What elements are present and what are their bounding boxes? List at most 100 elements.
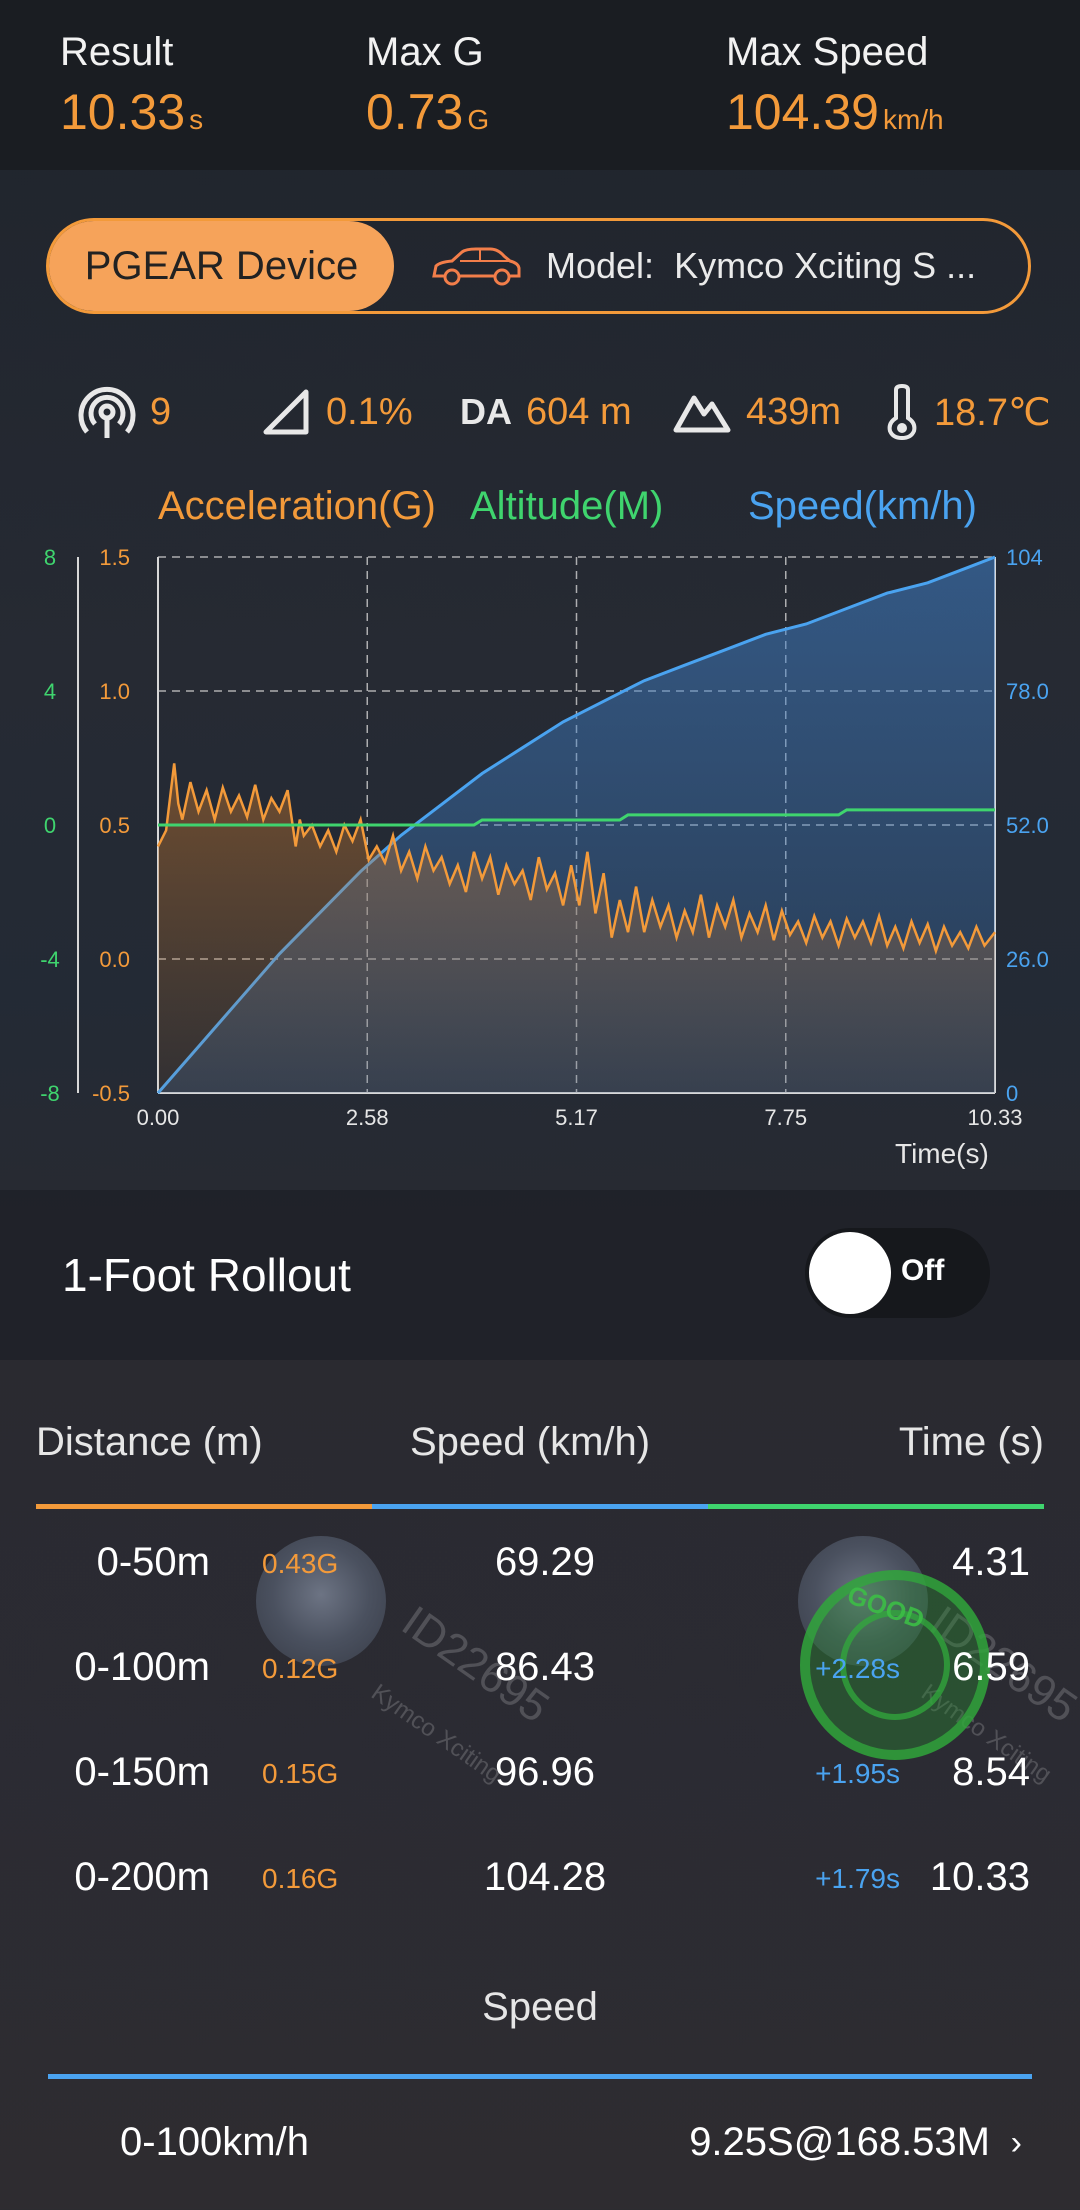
speed-row-label: 0-100km/h [120, 2120, 309, 2164]
row-speed: 86.43 [494, 1645, 596, 1689]
row-g: 0.43G [262, 1548, 339, 1579]
altitude-tick-label: -8 [40, 1081, 60, 1106]
pgear-device-button[interactable]: PGEAR Device [49, 221, 394, 311]
temperature-indicator: 18.7℃ [884, 382, 1051, 442]
altitude-tick-label: 0 [44, 813, 56, 838]
tab-underline-time [708, 1504, 1044, 1509]
x-tick-label: 0.00 [137, 1105, 180, 1130]
accel-tick-label: 1.0 [99, 679, 130, 704]
accel-tick-label: 1.5 [99, 545, 130, 570]
rollout-toggle[interactable]: Off [805, 1228, 990, 1318]
vehicle-thumbnail [256, 1536, 386, 1666]
x-tick-label: 10.33 [967, 1105, 1022, 1130]
distance-table-tabs: Distance (m) Speed (km/h) Time (s) [0, 1400, 1080, 1510]
row-time: 8.54 [952, 1750, 1030, 1794]
result-unit: s [189, 104, 204, 135]
accel-tick-label: 0.5 [99, 813, 130, 838]
legend-speed: Speed(km/h) [748, 484, 977, 528]
row-time: 10.33 [929, 1855, 1030, 1899]
speed-tick-label: 26.0 [1006, 947, 1049, 972]
satellite-signal-icon [78, 386, 136, 438]
rollout-label: 1-Foot Rollout [62, 1249, 351, 1301]
table-row[interactable]: 0-50m 0.43G 69.29 4.31 [0, 1540, 1080, 1640]
row-delta: +1.95s [815, 1758, 900, 1789]
max-g-stat: Max G 0.73 G [366, 30, 489, 141]
altitude-tick-label: 4 [44, 679, 56, 704]
x-tick-label: 7.75 [764, 1105, 807, 1130]
toggle-state: Off [901, 1254, 945, 1287]
car-icon [432, 247, 521, 286]
toggle-knob [809, 1232, 891, 1314]
x-tick-label: 2.58 [346, 1105, 389, 1130]
x-tick-label: 5.17 [555, 1105, 598, 1130]
row-speed: 96.96 [494, 1750, 596, 1794]
slope-value: 0.1% [326, 390, 413, 433]
row-g: 0.16G [262, 1863, 339, 1894]
row-distance: 0-200m [74, 1855, 210, 1899]
speed-tick-label: 104 [1006, 545, 1043, 570]
rollout-row: 1-Foot Rollout Off [0, 1190, 1080, 1360]
tab-underline-speed [372, 1504, 708, 1509]
accel-tick-label: 0.0 [99, 947, 130, 972]
speed-tick-label: 52.0 [1006, 813, 1049, 838]
max-speed-value-line: 104.39 km/h [726, 83, 944, 141]
speed-tick-label: 78.0 [1006, 679, 1049, 704]
row-delta: +1.79s [815, 1863, 900, 1894]
altitude-line [158, 808, 995, 827]
max-speed-unit: km/h [882, 104, 944, 135]
accel-tick-label: -0.5 [92, 1081, 130, 1106]
result-value-line: 10.33 s [60, 83, 203, 141]
acceleration-area [158, 763, 995, 1093]
model-label: Model: [546, 245, 655, 286]
satellite-value: 9 [150, 390, 172, 433]
row-distance: 0-150m [74, 1750, 210, 1794]
speed-result-row[interactable]: 0-100km/h 9.25S@168.53M [0, 2120, 1080, 2180]
row-time: 4.31 [952, 1540, 1030, 1584]
altitude-value: 439m [746, 390, 842, 433]
table-row[interactable]: 0-100m 0.12G 86.43 +2.28s 6.59 [0, 1645, 1080, 1745]
da-label: DA [460, 391, 512, 432]
tab-underline-distance [36, 1504, 372, 1509]
device-selector: PGEAR Device Model: Kymco Xciting S ... [46, 218, 1031, 314]
max-g-value: 0.73 [366, 84, 464, 140]
speed-section-title[interactable]: Speed [482, 1985, 598, 2029]
tab-speed[interactable]: Speed (km/h) [410, 1420, 651, 1464]
max-g-value-line: 0.73 G [366, 83, 489, 141]
max-g-label: Max G [366, 30, 484, 74]
tab-distance[interactable]: Distance (m) [36, 1420, 263, 1464]
row-speed: 69.29 [494, 1540, 596, 1584]
table-row[interactable]: 0-150m 0.15G 96.96 +1.95s 8.54 [0, 1750, 1080, 1850]
tab-time[interactable]: Time (s) [898, 1420, 1044, 1464]
da-value: 604 m [526, 390, 632, 433]
legend-acceleration: Acceleration(G) [158, 484, 436, 528]
max-speed-value: 104.39 [726, 84, 879, 140]
mountain-icon [673, 395, 731, 433]
altitude-tick-label: -4 [40, 947, 60, 972]
conditions-row: 9 0.1% DA 604 m 439m 18.7℃ [0, 382, 1080, 442]
slope-indicator: 0.1% [260, 382, 413, 442]
row-distance: 0-50m [96, 1540, 210, 1584]
row-delta: +2.28s [815, 1653, 900, 1684]
row-distance: 0-100m [74, 1645, 210, 1689]
model-selector[interactable]: Model: Kymco Xciting S ... [430, 245, 976, 287]
max-speed-label: Max Speed [726, 30, 929, 74]
slope-icon [263, 389, 309, 435]
performance-chart: Acceleration(G) Altitude(M) Speed(km/h) … [0, 470, 1080, 1190]
chevron-right-icon[interactable]: › [1010, 2124, 1022, 2162]
speed-row-value: 9.25S@168.53M [689, 2120, 990, 2164]
temperature-value: 18.7℃ [934, 391, 1051, 434]
legend-altitude: Altitude(M) [470, 484, 664, 528]
model-value: Kymco Xciting S ... [674, 245, 977, 286]
density-altitude: DA 604 m [460, 382, 632, 442]
speed-underline [48, 2074, 1032, 2079]
x-axis-label: Time(s) [895, 1138, 989, 1169]
altitude-tick-label: 8 [44, 545, 56, 570]
row-g: 0.15G [262, 1758, 339, 1789]
satellite-count: 9 [78, 382, 171, 442]
result-summary: Result 10.33 s Max G 0.73 G Max Speed 104.… [0, 0, 1080, 170]
good-stamp: GOOD [800, 1570, 990, 1760]
speed-tick-label: 0 [1006, 1081, 1018, 1106]
result-stat: Result 10.33 s [60, 30, 203, 141]
max-g-unit: G [467, 104, 490, 135]
table-row[interactable]: 0-200m 0.16G 104.28 +1.79s 10.33 [0, 1855, 1080, 1955]
